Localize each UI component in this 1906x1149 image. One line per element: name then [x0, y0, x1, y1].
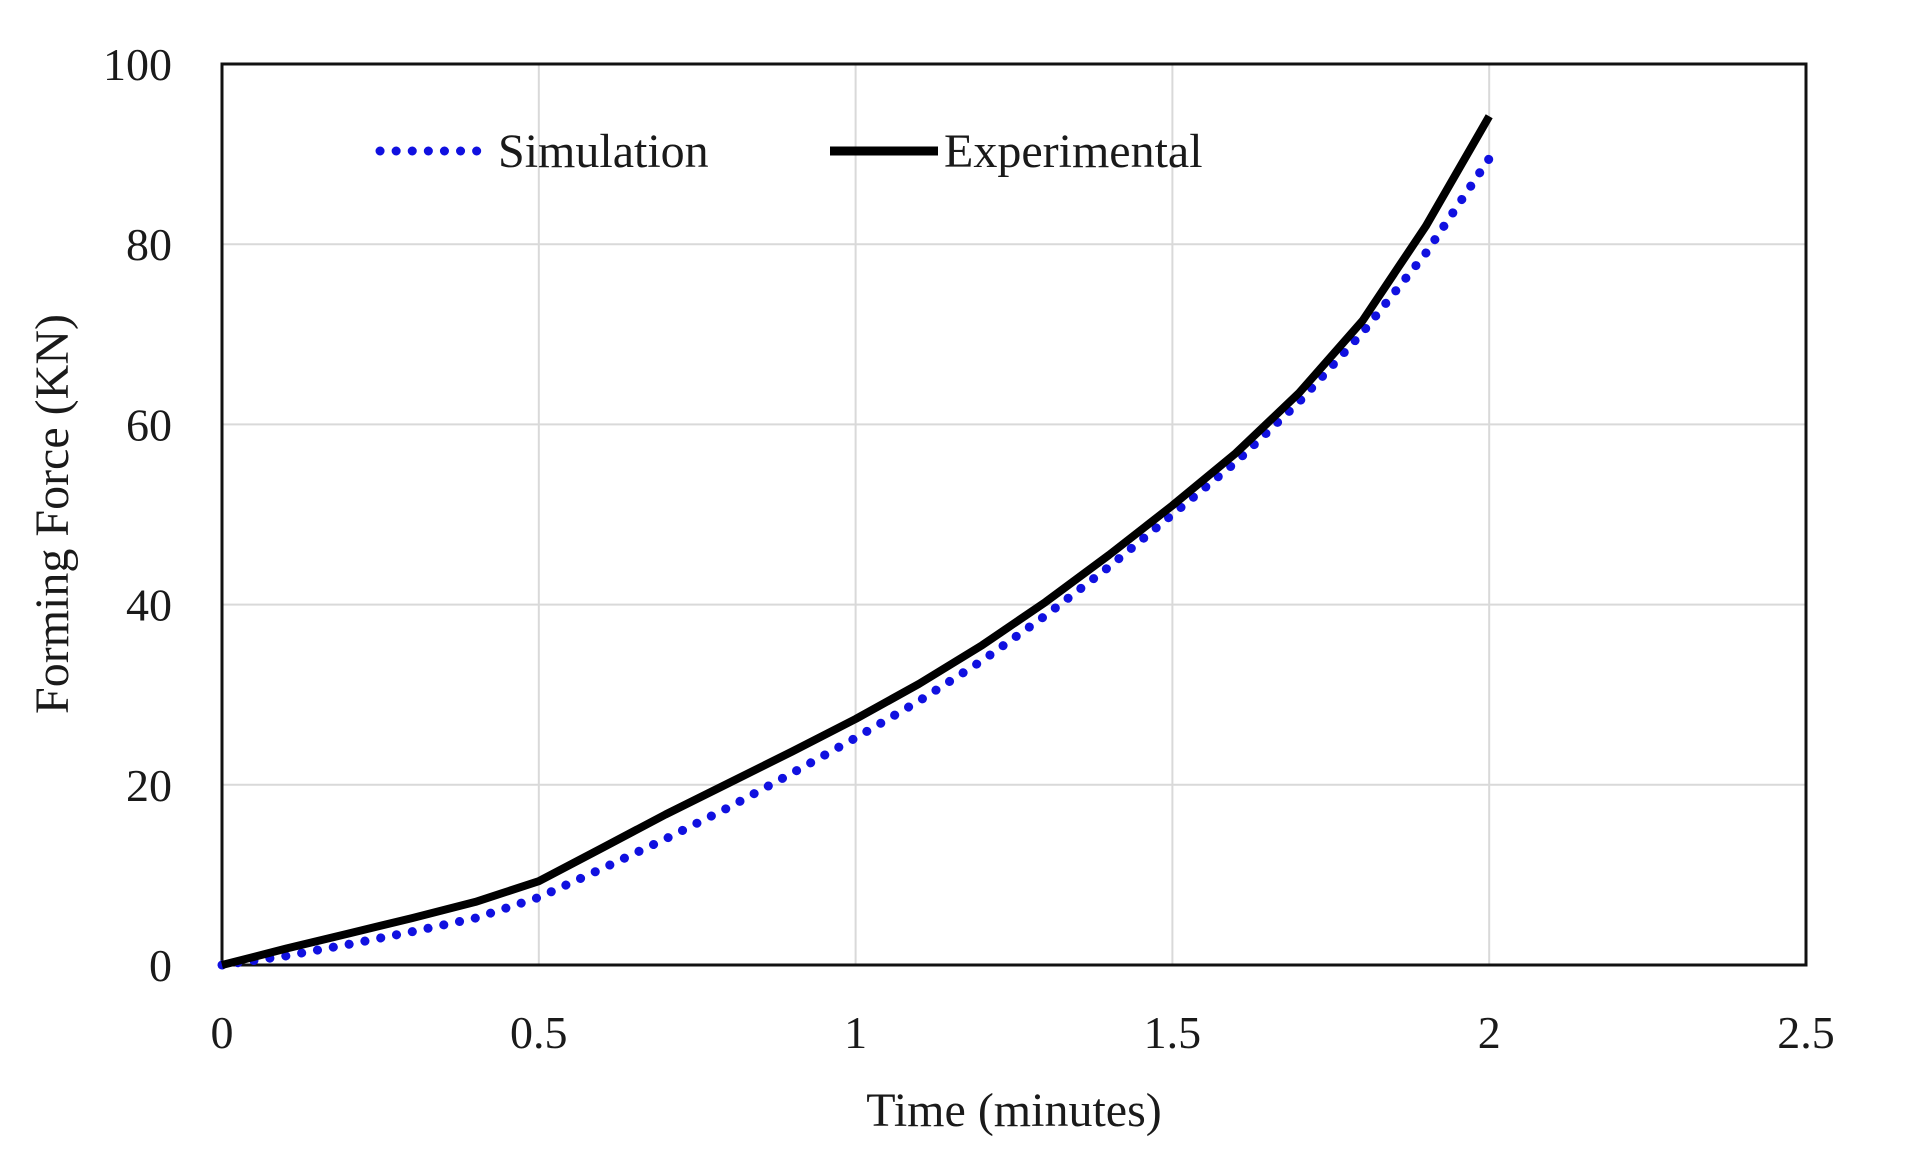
x-axis-ticks: 0 0.5 1 1.5 2 2.5: [211, 1007, 1835, 1058]
y-axis-title: Forming Force (KN): [26, 314, 79, 714]
legend: Simulation Experimental: [375, 125, 1203, 178]
y-axis-ticks: 0 20 40 60 80 100: [103, 39, 172, 991]
x-axis-title: Time (minutes): [866, 1084, 1162, 1137]
y-tick-label: 80: [126, 219, 172, 270]
plot-area-border: [220, 62, 1808, 967]
x-tick-label: 0: [211, 1007, 234, 1058]
y-tick-label: 100: [103, 39, 172, 90]
x-tick-label: 0.5: [510, 1007, 568, 1058]
series-line-simulation: [217, 154, 1494, 970]
x-tick-label: 1.5: [1144, 1007, 1202, 1058]
x-tick-label: 1: [844, 1007, 867, 1058]
x-tick-label: 2: [1478, 1007, 1501, 1058]
y-tick-label: 20: [126, 760, 172, 811]
legend-label-simulation: Simulation: [498, 125, 709, 178]
grid-layer: [222, 64, 1806, 965]
series-layer: [217, 114, 1494, 970]
series-line-experimental: [221, 114, 1493, 969]
y-tick-label: 40: [126, 580, 172, 631]
x-tick-label: 2.5: [1777, 1007, 1835, 1058]
y-tick-label: 0: [149, 940, 172, 991]
legend-label-experimental: Experimental: [944, 125, 1203, 178]
y-tick-label: 60: [126, 399, 172, 450]
